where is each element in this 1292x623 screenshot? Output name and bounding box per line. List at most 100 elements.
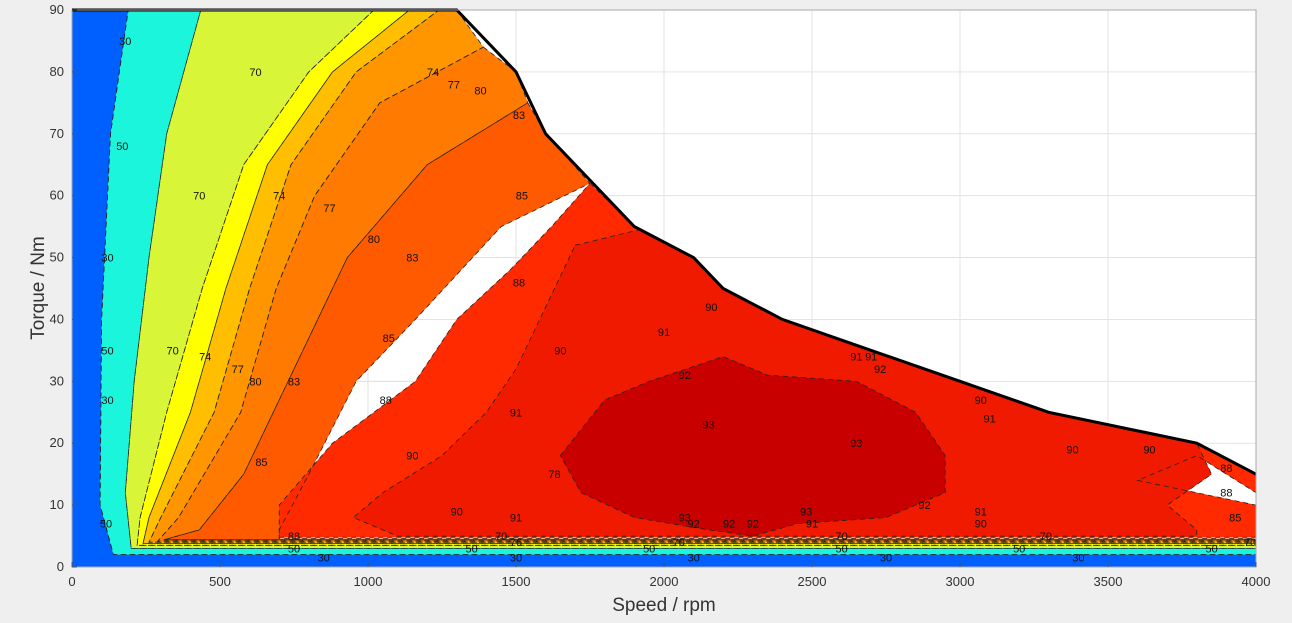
x-tick-label: 3500	[1094, 574, 1123, 589]
contour-label: 92	[723, 519, 735, 531]
region-70-final	[125, 10, 1256, 549]
contour-label: 88	[513, 277, 525, 289]
contour-label: 92	[918, 500, 930, 512]
contour-label: 74	[199, 352, 211, 364]
contour-label: 80	[368, 234, 380, 246]
x-tick-label: 0	[68, 574, 75, 589]
contour-label: 92	[874, 364, 886, 376]
contour-label: 30	[687, 553, 699, 565]
contour-label: 30	[101, 395, 113, 407]
y-tick-label: 50	[50, 250, 64, 265]
x-axis-ticks: 0 500 1000 1500 2000 2500 3000 3500 4000	[68, 562, 1270, 589]
contour-labels: 3050305030507070707474747777778080808383…	[100, 36, 1256, 565]
contour-label: 91	[510, 407, 522, 419]
contour-label: 91	[983, 413, 995, 425]
efficiency-regions	[71, 9, 1257, 568]
contour-label: 70	[193, 191, 205, 203]
contour-label: 83	[288, 376, 300, 388]
contour-label: 30	[101, 253, 113, 265]
contour-label: 76	[510, 537, 522, 549]
contour-label: 50	[100, 519, 112, 531]
contour-label: 85	[1229, 512, 1241, 524]
contour-line-85	[163, 102, 1256, 541]
contour-label: 77	[448, 79, 460, 91]
contour-label: 90	[705, 302, 717, 314]
contour-label: 85	[516, 191, 528, 203]
contour-line-90	[352, 226, 1213, 537]
contour-label: 30	[317, 553, 329, 565]
contour-label: 92	[687, 519, 699, 531]
contour-label: 50	[643, 543, 655, 555]
contour-label: 91	[510, 512, 522, 524]
contour-label: 91	[806, 519, 818, 531]
contour-line-92	[559, 356, 946, 537]
contour-label: 92	[747, 519, 759, 531]
contour-label: 70	[835, 531, 847, 543]
y-tick-label: 20	[50, 435, 64, 450]
efficiency-regions-final	[72, 10, 1256, 567]
x-tick-label: 4000	[1242, 574, 1271, 589]
contour-label: 50	[116, 141, 128, 153]
y-axis-label: Torque / Nm	[28, 236, 49, 339]
contour-label: 30	[119, 36, 131, 48]
contour-label: 93	[800, 506, 812, 518]
contour-label: 30	[1072, 553, 1084, 565]
contour-label: 88	[288, 531, 300, 543]
y-axis-ticks: 0 10 20 30 40 50 60 70 80 90	[50, 2, 77, 574]
x-tick-label: 1500	[502, 574, 531, 589]
contour-label: 91	[850, 352, 862, 364]
contour-label: 88	[1220, 488, 1232, 500]
contour-label: 50	[1205, 543, 1217, 555]
x-tick-label: 3000	[946, 574, 975, 589]
contour-line-50	[99, 10, 1256, 555]
contour-label: 50	[288, 543, 300, 555]
contour-label: 83	[513, 110, 525, 122]
contour-label: 90	[975, 395, 987, 407]
y-tick-label: 30	[50, 373, 64, 388]
region-92-final	[560, 356, 946, 537]
contour-label: 90	[451, 506, 463, 518]
contour-line-83	[156, 46, 1256, 542]
contour-label: 91	[865, 352, 877, 364]
y-tick-label: 0	[57, 559, 64, 574]
x-tick-label: 2500	[798, 574, 827, 589]
x-axis-label: Speed / rpm	[612, 595, 716, 616]
contour-label: 83	[406, 253, 418, 265]
contour-label: 70	[495, 531, 507, 543]
contour-label: 70	[673, 537, 685, 549]
contour-label: 77	[232, 364, 244, 376]
contour-label: 80	[474, 85, 486, 97]
contour-label: 70	[1244, 537, 1256, 549]
contour-label: 80	[249, 376, 261, 388]
contour-label: 50	[835, 543, 847, 555]
contour-label: 70	[249, 67, 261, 79]
contour-label: 93	[702, 420, 714, 432]
y-tick-label: 60	[50, 188, 64, 203]
contour-label: 50	[465, 543, 477, 555]
contour-label: 70	[1040, 531, 1052, 543]
contour-label: 88	[380, 395, 392, 407]
x-tick-label: 500	[209, 574, 231, 589]
contour-line-77	[142, 10, 1256, 544]
contour-label: 90	[406, 451, 418, 463]
contour-label: 90	[554, 345, 566, 357]
contour-label: 90	[975, 519, 987, 531]
contour-label: 74	[427, 67, 439, 79]
y-tick-label: 70	[50, 126, 64, 141]
y-tick-label: 90	[50, 2, 64, 17]
region-85-final	[163, 102, 1256, 540]
y-tick-label: 40	[50, 311, 64, 326]
contour-label: 77	[323, 203, 335, 215]
y-tick-label: 10	[50, 497, 64, 512]
contour-label: 93	[850, 438, 862, 450]
y-tick-label: 80	[50, 64, 64, 79]
contour-label: 90	[1066, 444, 1078, 456]
contour-label: 88	[1220, 463, 1232, 475]
x-tick-label: 2000	[650, 574, 679, 589]
contour-label: 85	[255, 457, 267, 469]
torque-speed-envelope	[72, 8, 1257, 476]
contour-label: 50	[101, 345, 113, 357]
x-tick-label: 1000	[354, 574, 383, 589]
contour-label: 78	[548, 469, 560, 481]
